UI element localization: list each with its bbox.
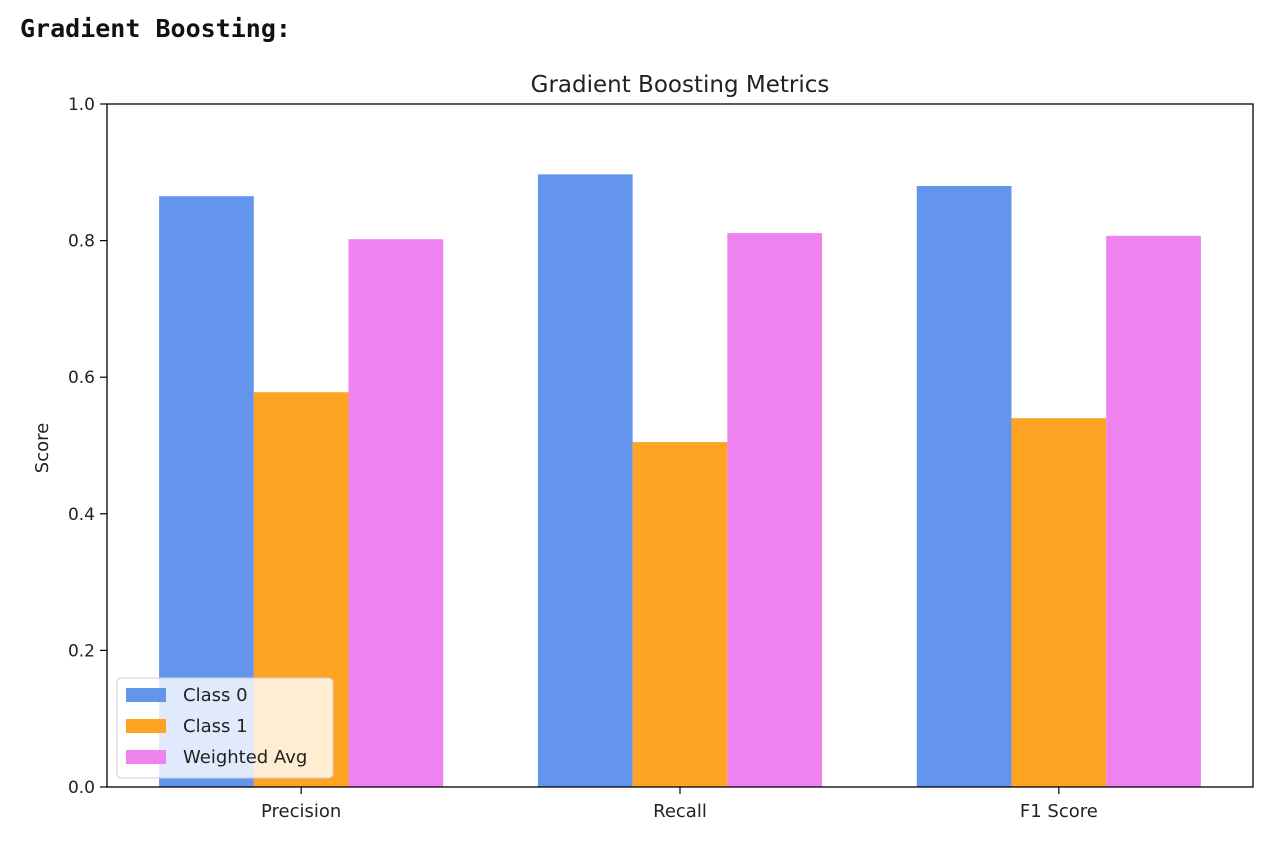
bar-weighted-avg-precision — [348, 239, 444, 787]
plot-frame — [106, 103, 1254, 788]
x-tick-label: Recall — [653, 801, 707, 822]
bar-class-0-recall — [537, 174, 633, 787]
y-ticks-group: 0.0 0.2 0.4 0.6 0.8 1.0 — [68, 95, 107, 798]
legend-label: Class 0 — [183, 685, 248, 706]
legend: Class 0 Class 1 Weighted Avg — [116, 677, 334, 779]
bar-weighted-avg-recall — [727, 233, 823, 787]
y-tick-label: 0.4 — [68, 505, 95, 525]
legend-label: Class 1 — [183, 716, 248, 737]
y-tick-label: 1.0 — [68, 95, 95, 115]
y-tick-label: 0.8 — [68, 232, 95, 252]
x-tick-label: F1 Score — [1020, 801, 1098, 822]
x-tick-label: Precision — [261, 801, 341, 822]
y-tick-label: 0.2 — [68, 641, 95, 661]
legend-swatch — [126, 750, 166, 764]
legend-label: Weighted Avg — [183, 747, 307, 768]
bar-class-1-f1-score — [1011, 418, 1107, 787]
x-ticks-group: Precision Recall F1 Score — [261, 787, 1098, 822]
bar-weighted-avg-f1-score — [1106, 235, 1201, 788]
y-tick-label: 0.0 — [68, 778, 95, 798]
legend-swatch — [126, 719, 166, 733]
legend-box — [116, 677, 334, 779]
section-heading: Gradient Boosting: — [20, 14, 291, 43]
chart-title: Gradient Boosting Metrics — [531, 72, 830, 98]
bar-class-0-f1-score — [916, 185, 1012, 787]
legend-swatch — [126, 688, 166, 702]
bar-class-1-recall — [632, 442, 728, 787]
y-axis-label: Score — [32, 423, 53, 473]
y-tick-label: 0.6 — [68, 368, 95, 388]
